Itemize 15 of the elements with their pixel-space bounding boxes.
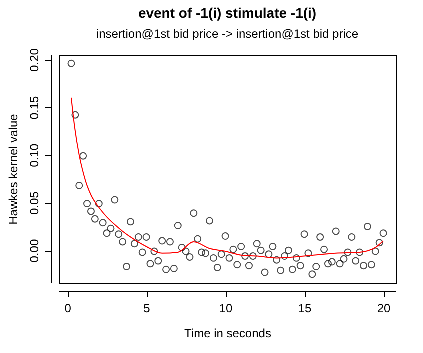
x-tick-label: 10	[219, 302, 234, 316]
x-tick-label: 20	[377, 302, 392, 316]
y-tick-label: 0.05	[28, 191, 42, 216]
chart-subtitle: insertion@1st bid price -> insertion@1st bid price	[96, 27, 359, 42]
y-tick-label: 0.20	[28, 48, 42, 72]
y-tick-label: 0.10	[28, 144, 42, 168]
x-tick-label: 15	[298, 302, 312, 316]
y-tick-label: 0.00	[28, 239, 42, 263]
x-tick-label: 0	[64, 302, 72, 316]
x-tick-label: 5	[144, 302, 151, 316]
y-tick-label: 0.15	[28, 96, 42, 120]
x-axis-title: Time in seconds	[184, 326, 272, 340]
chart-title: event of -1(i) stimulate -1(i)	[138, 5, 317, 22]
line-series	[70, 97, 384, 259]
y-axis-title: Hawkes kernel value	[6, 114, 20, 225]
